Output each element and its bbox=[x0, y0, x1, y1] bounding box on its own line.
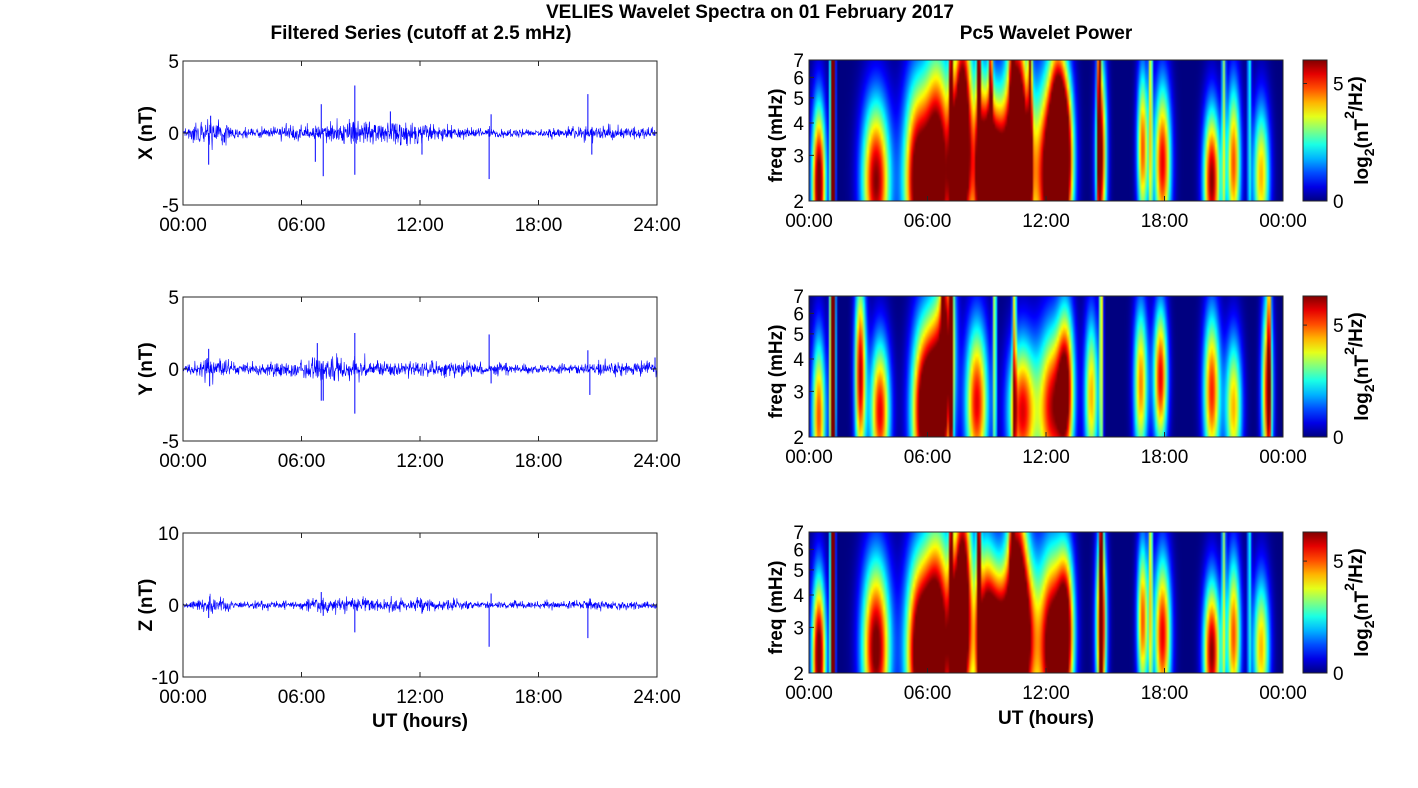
y-tick-label: 0 bbox=[168, 596, 179, 617]
series-trace-x bbox=[182, 118, 658, 150]
y-tick-label: 5 bbox=[168, 52, 179, 73]
freq-tick-label: 6 bbox=[793, 540, 804, 561]
x-tick-label: 24:00 bbox=[633, 687, 681, 708]
y-tick-label: 5 bbox=[168, 288, 179, 309]
colorbar-tick-label: 0 bbox=[1333, 664, 1344, 685]
freq-tick-label: 2 bbox=[793, 664, 804, 685]
wavelet-power-map bbox=[809, 532, 1283, 673]
x-tick-label: 00:00 bbox=[159, 687, 207, 708]
x-tick-label: 12:00 bbox=[1022, 447, 1070, 468]
x-tick-label: 18:00 bbox=[1141, 683, 1189, 704]
y-axis-label: X (nT) bbox=[136, 106, 157, 160]
x-tick-label: 00:00 bbox=[785, 211, 833, 232]
x-tick-label: 06:00 bbox=[904, 447, 952, 468]
x-tick-label: 18:00 bbox=[515, 215, 563, 236]
freq-tick-label: 7 bbox=[793, 523, 804, 544]
wavelet-power-map bbox=[809, 296, 1283, 437]
freq-tick-label: 7 bbox=[793, 287, 804, 308]
series-trace-y bbox=[182, 353, 658, 385]
freq-tick-label: 6 bbox=[793, 68, 804, 89]
colorbar-scale bbox=[1302, 295, 1328, 438]
freq-tick-label: 5 bbox=[793, 89, 804, 110]
colorbar-tick-label: 0 bbox=[1333, 192, 1344, 213]
colorbar-tick-label: 5 bbox=[1333, 316, 1344, 337]
x-tick-label: 18:00 bbox=[515, 451, 563, 472]
freq-tick-label: 6 bbox=[793, 304, 804, 325]
right-column-title: Pc5 Wavelet Power bbox=[960, 23, 1133, 44]
x-tick-label: 00:00 bbox=[785, 447, 833, 468]
freq-axis-label: freq (mHz) bbox=[766, 89, 787, 183]
freq-tick-label: 3 bbox=[793, 382, 804, 403]
x-tick-label: 06:00 bbox=[904, 683, 952, 704]
x-tick-label: 12:00 bbox=[1022, 683, 1070, 704]
colorbar-tick-label: 5 bbox=[1333, 552, 1344, 573]
colorbar-tick-label: 5 bbox=[1333, 75, 1344, 96]
y-tick-label: -10 bbox=[152, 668, 179, 689]
x-tick-label: 00:00 bbox=[785, 683, 833, 704]
x-tick-label: 06:00 bbox=[278, 687, 326, 708]
x-tick-label: 00:00 bbox=[1259, 447, 1307, 468]
colorbar-label: log2(nT2/Hz) bbox=[1341, 76, 1377, 184]
x-tick-label: 24:00 bbox=[633, 215, 681, 236]
x-axis-label: UT (hours) bbox=[998, 708, 1094, 729]
freq-axis-label: freq (mHz) bbox=[766, 561, 787, 655]
freq-tick-label: 5 bbox=[793, 561, 804, 582]
figure-title: VELIES Wavelet Spectra on 01 February 20… bbox=[546, 2, 954, 23]
y-axis-label: Z (nT) bbox=[136, 579, 157, 632]
x-tick-label: 18:00 bbox=[1141, 211, 1189, 232]
colorbar-label: log2(nT2/Hz) bbox=[1341, 548, 1377, 656]
x-tick-label: 00:00 bbox=[1259, 211, 1307, 232]
y-axis-label: Y (nT) bbox=[136, 342, 157, 395]
left-column-title: Filtered Series (cutoff at 2.5 mHz) bbox=[271, 23, 572, 44]
series-panel-x: -5 0 5 00:00 06:00 12:00 18:00 24:00 X (nT) bbox=[136, 52, 681, 236]
x-tick-label: 18:00 bbox=[1141, 447, 1189, 468]
freq-tick-label: 2 bbox=[793, 192, 804, 213]
series-trace-z bbox=[182, 593, 658, 615]
colorbar-label: log2(nT2/Hz) bbox=[1341, 312, 1377, 420]
y-tick-label: 10 bbox=[158, 524, 179, 545]
x-tick-label: 06:00 bbox=[278, 451, 326, 472]
freq-tick-label: 5 bbox=[793, 325, 804, 346]
x-tick-label: 18:00 bbox=[515, 687, 563, 708]
y-tick-label: -5 bbox=[162, 196, 179, 217]
freq-axis-label: freq (mHz) bbox=[766, 325, 787, 419]
x-tick-label: 06:00 bbox=[904, 211, 952, 232]
y-tick-label: 0 bbox=[168, 360, 179, 381]
wavelet-power-map bbox=[809, 60, 1283, 201]
freq-tick-label: 4 bbox=[793, 586, 804, 607]
x-axis-label: UT (hours) bbox=[372, 711, 468, 732]
x-tick-label: 12:00 bbox=[396, 215, 444, 236]
freq-tick-label: 7 bbox=[793, 51, 804, 72]
x-tick-label: 06:00 bbox=[278, 215, 326, 236]
freq-tick-label: 4 bbox=[793, 350, 804, 371]
x-tick-label: 24:00 bbox=[633, 451, 681, 472]
x-tick-label: 00:00 bbox=[1259, 683, 1307, 704]
freq-tick-label: 3 bbox=[793, 146, 804, 167]
freq-tick-label: 4 bbox=[793, 114, 804, 135]
colorbar-scale bbox=[1302, 59, 1328, 202]
x-tick-label: 00:00 bbox=[159, 215, 207, 236]
freq-tick-label: 3 bbox=[793, 618, 804, 639]
series-panel-z: -10 0 10 00:00 06:00 12:00 18:00 24:00 Z (nT) UT … bbox=[136, 524, 681, 732]
y-tick-label: 0 bbox=[168, 124, 179, 145]
x-tick-label: 12:00 bbox=[396, 451, 444, 472]
x-tick-label: 12:00 bbox=[1022, 211, 1070, 232]
colorbar-tick-label: 0 bbox=[1333, 428, 1344, 449]
x-tick-label: 00:00 bbox=[159, 451, 207, 472]
freq-tick-label: 2 bbox=[793, 428, 804, 449]
colorbar-scale bbox=[1302, 531, 1328, 674]
x-tick-label: 12:00 bbox=[396, 687, 444, 708]
y-tick-label: -5 bbox=[162, 432, 179, 453]
series-panel-y: -5 0 5 00:00 06:00 12:00 18:00 24:00 Y (nT) bbox=[136, 288, 681, 472]
